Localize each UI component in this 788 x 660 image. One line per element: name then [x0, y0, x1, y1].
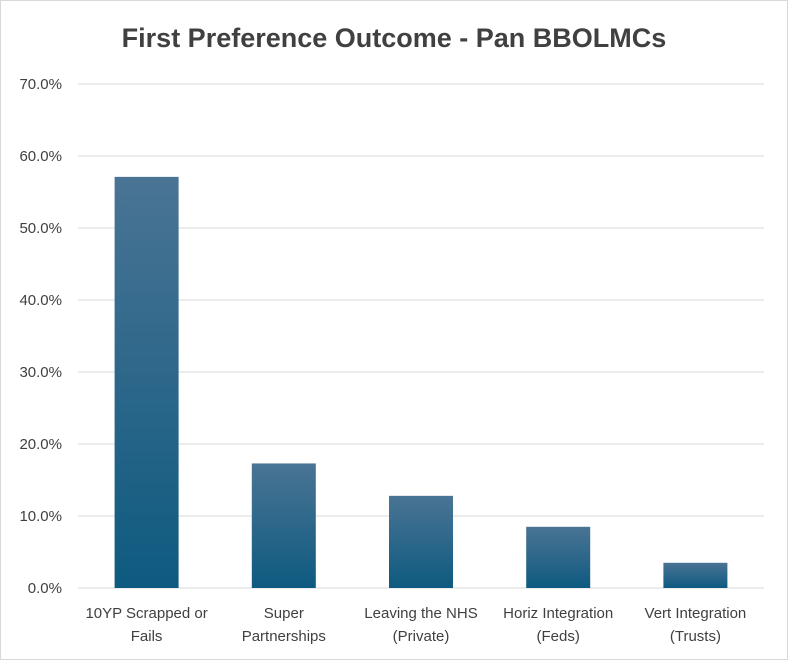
y-tick-label: 20.0%: [19, 436, 62, 453]
y-tick-label: 50.0%: [19, 220, 62, 237]
x-category-label: Horiz Integration (Feds): [503, 605, 613, 645]
bars: [114, 176, 728, 588]
gridlines: [78, 83, 764, 589]
chart-title: First Preference Outcome - Pan BBOLMCs: [122, 23, 667, 53]
bar: [389, 495, 453, 588]
bar: [114, 176, 179, 588]
y-axis-tick-labels: 0.0% 10.0% 20.0% 30.0% 40.0% 50.0% 60.0% 70.0%: [19, 76, 62, 597]
x-category-label: Leaving the NHS (Private): [364, 605, 477, 645]
bar: [663, 562, 728, 588]
x-category-label: Super Partnerships: [242, 605, 326, 645]
x-axis-category-labels: 10YP Scrapped or Fails Super Partnerships Le…: [85, 605, 746, 645]
y-tick-label: 70.0%: [19, 76, 62, 93]
y-tick-label: 10.0%: [19, 508, 62, 525]
bar: [251, 463, 316, 588]
bar: [526, 526, 591, 588]
y-tick-label: 0.0%: [28, 580, 62, 597]
y-tick-label: 40.0%: [19, 292, 62, 309]
x-category-label: Vert Integration (Trusts): [645, 605, 747, 645]
y-tick-label: 60.0%: [19, 148, 62, 165]
y-tick-label: 30.0%: [19, 364, 62, 381]
x-category-label: 10YP Scrapped or Fails: [85, 605, 207, 645]
